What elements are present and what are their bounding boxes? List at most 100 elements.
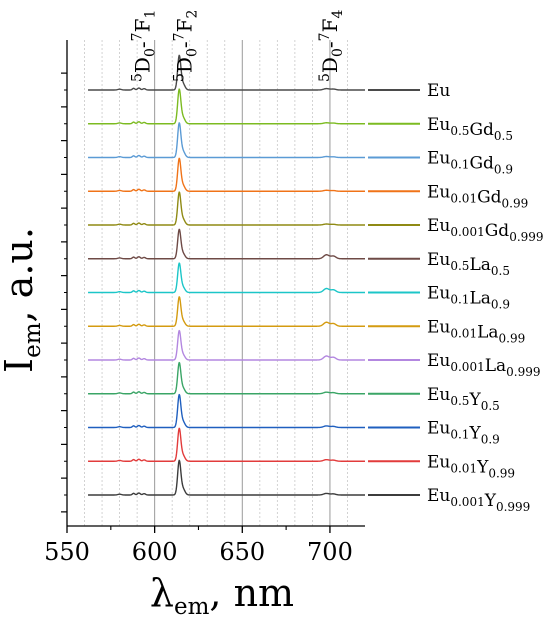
band-label-f4: 5D0-7F4 — [317, 10, 346, 82]
band-label-part: F — [172, 18, 196, 32]
legend-element: Eu — [427, 81, 450, 101]
legend-element: Eu — [427, 452, 450, 472]
band-label-part: 7 — [129, 32, 145, 41]
band-label-f1: 5D0-7F1 — [129, 10, 158, 82]
band-label-part: 7 — [317, 32, 333, 41]
legend-element: Eu — [427, 250, 450, 270]
legend-subscript: 0.99 — [499, 331, 526, 345]
band-label-part: 0 — [330, 48, 346, 57]
legend-element: Eu — [427, 216, 450, 236]
legend-element: La — [477, 322, 498, 342]
legend-subscript: 0.5 — [491, 264, 510, 278]
legend-element: Eu — [427, 486, 450, 506]
series-line — [87, 54, 366, 91]
legend-element: Eu — [427, 284, 450, 304]
legend-subscript: 0.5 — [481, 399, 500, 413]
legend-element: Eu — [427, 149, 450, 169]
series-line — [87, 329, 366, 361]
legend-subscript: 0.01 — [450, 326, 477, 340]
x-tick-label: 700 — [307, 538, 353, 566]
axes — [66, 40, 365, 527]
legend-element: Y — [468, 424, 481, 444]
series-line — [87, 88, 366, 125]
band-label-part: D — [130, 57, 154, 73]
legend-subscript: 0.9 — [491, 298, 510, 312]
band-label-part: - — [130, 41, 154, 48]
legend-element: Y — [476, 457, 489, 477]
series-line — [87, 122, 366, 159]
legend-label: Eu0.1La0.9 — [427, 284, 510, 312]
legend-label: Eu0.01Y0.99 — [427, 452, 515, 480]
legend-label: Eu0.1Gd0.9 — [427, 149, 513, 177]
band-label-part: 2 — [184, 10, 200, 19]
band-label-part: 0 — [142, 48, 158, 57]
legend-subscript: 0.01 — [450, 461, 477, 475]
legend-label: Eu0.001La0.999 — [427, 351, 541, 379]
legend-label: Eu0.001Y0.999 — [427, 486, 530, 514]
legend-subscript: 0.9 — [494, 163, 513, 177]
legend-subscript: 0.5 — [494, 129, 513, 143]
legend-subscript: 0.999 — [509, 230, 543, 244]
legend-subscript: 0.5 — [450, 259, 469, 273]
band-label-part: 1 — [142, 10, 158, 19]
legend-subscript: 0.99 — [502, 196, 529, 210]
legend-element: Eu — [427, 419, 450, 439]
series-line — [87, 228, 366, 260]
band-label-part: 5 — [171, 73, 187, 82]
legend-subscript: 0.01 — [450, 191, 477, 205]
legend-element: La — [469, 255, 490, 275]
legend-element: Y — [468, 390, 481, 410]
legend-label: Eu0.01Gd0.99 — [427, 182, 528, 210]
legend-subscript: 0.1 — [450, 158, 469, 172]
series-line — [87, 427, 366, 462]
legend-element: Eu — [427, 385, 450, 405]
legend-label: Eu0.5Y0.5 — [427, 385, 500, 413]
x-axis-title: λem, nm — [150, 571, 294, 620]
band-label-part: F — [318, 18, 342, 32]
band-label-f2: 5D0-7F2 — [171, 10, 200, 82]
series-lines — [87, 54, 366, 496]
band-label-part: - — [172, 41, 196, 48]
series-line — [87, 393, 366, 429]
legend-element: Eu — [427, 182, 450, 202]
x-tick-label: 650 — [219, 538, 265, 566]
legend-element: Eu — [427, 351, 450, 371]
legend-subscript: 0.001 — [450, 495, 484, 509]
x-tick-label: 550 — [44, 538, 90, 566]
legend-label: Eu0.001Gd0.999 — [427, 216, 544, 244]
legend-element: La — [485, 356, 506, 376]
legend-label: Eu0.01La0.99 — [427, 317, 525, 345]
legend-element: Y — [484, 491, 497, 511]
band-label-part: 0 — [184, 48, 200, 57]
band-label-part: 4 — [330, 10, 346, 19]
legend-label: Eu0.1Y0.9 — [427, 419, 500, 447]
legend-subscript: 0.5 — [450, 394, 469, 408]
legend-subscript: 0.1 — [450, 293, 469, 307]
band-label-part: 5 — [317, 73, 333, 82]
legend-subscript: 0.1 — [450, 428, 469, 442]
legend-label: Eu — [427, 81, 450, 101]
band-label-part: 7 — [171, 32, 187, 41]
series-line — [87, 361, 366, 395]
legend-element: Gd — [469, 120, 494, 140]
legend-subscript: 0.9 — [481, 433, 500, 447]
band-label-part: - — [318, 41, 342, 48]
grid-lines — [84, 40, 348, 526]
band-label-part: D — [172, 57, 196, 73]
legend-label: Eu0.5Gd0.5 — [427, 115, 513, 143]
series-line — [87, 157, 366, 192]
legend-element: Eu — [427, 115, 450, 135]
legend-subscript: 0.999 — [506, 365, 540, 379]
y-axis-title: Iem, a.u. — [0, 227, 46, 373]
legend-element: Eu — [427, 317, 450, 337]
legend-subscript: 0.99 — [488, 466, 515, 480]
series-line — [87, 191, 366, 226]
legend-element: La — [469, 289, 490, 309]
band-label-part: 5 — [129, 73, 145, 82]
x-tick-label: 600 — [132, 538, 178, 566]
legend-element: Gd — [485, 221, 510, 241]
axis-ticks: 550 600 650 700 — [44, 72, 353, 566]
legend: EuEu0.5Gd0.5Eu0.1Gd0.9Eu0.01Gd0.99Eu0.00… — [368, 81, 544, 514]
